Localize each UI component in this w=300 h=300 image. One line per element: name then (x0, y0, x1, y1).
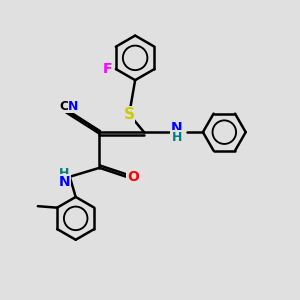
Text: C: C (60, 100, 69, 112)
Text: N: N (171, 121, 183, 135)
Text: F: F (103, 62, 112, 76)
Text: N: N (58, 175, 70, 189)
Text: O: O (127, 170, 139, 184)
Text: H: H (59, 167, 70, 180)
Text: H: H (172, 131, 182, 144)
Text: S: S (124, 107, 135, 122)
Text: N: N (68, 100, 79, 112)
